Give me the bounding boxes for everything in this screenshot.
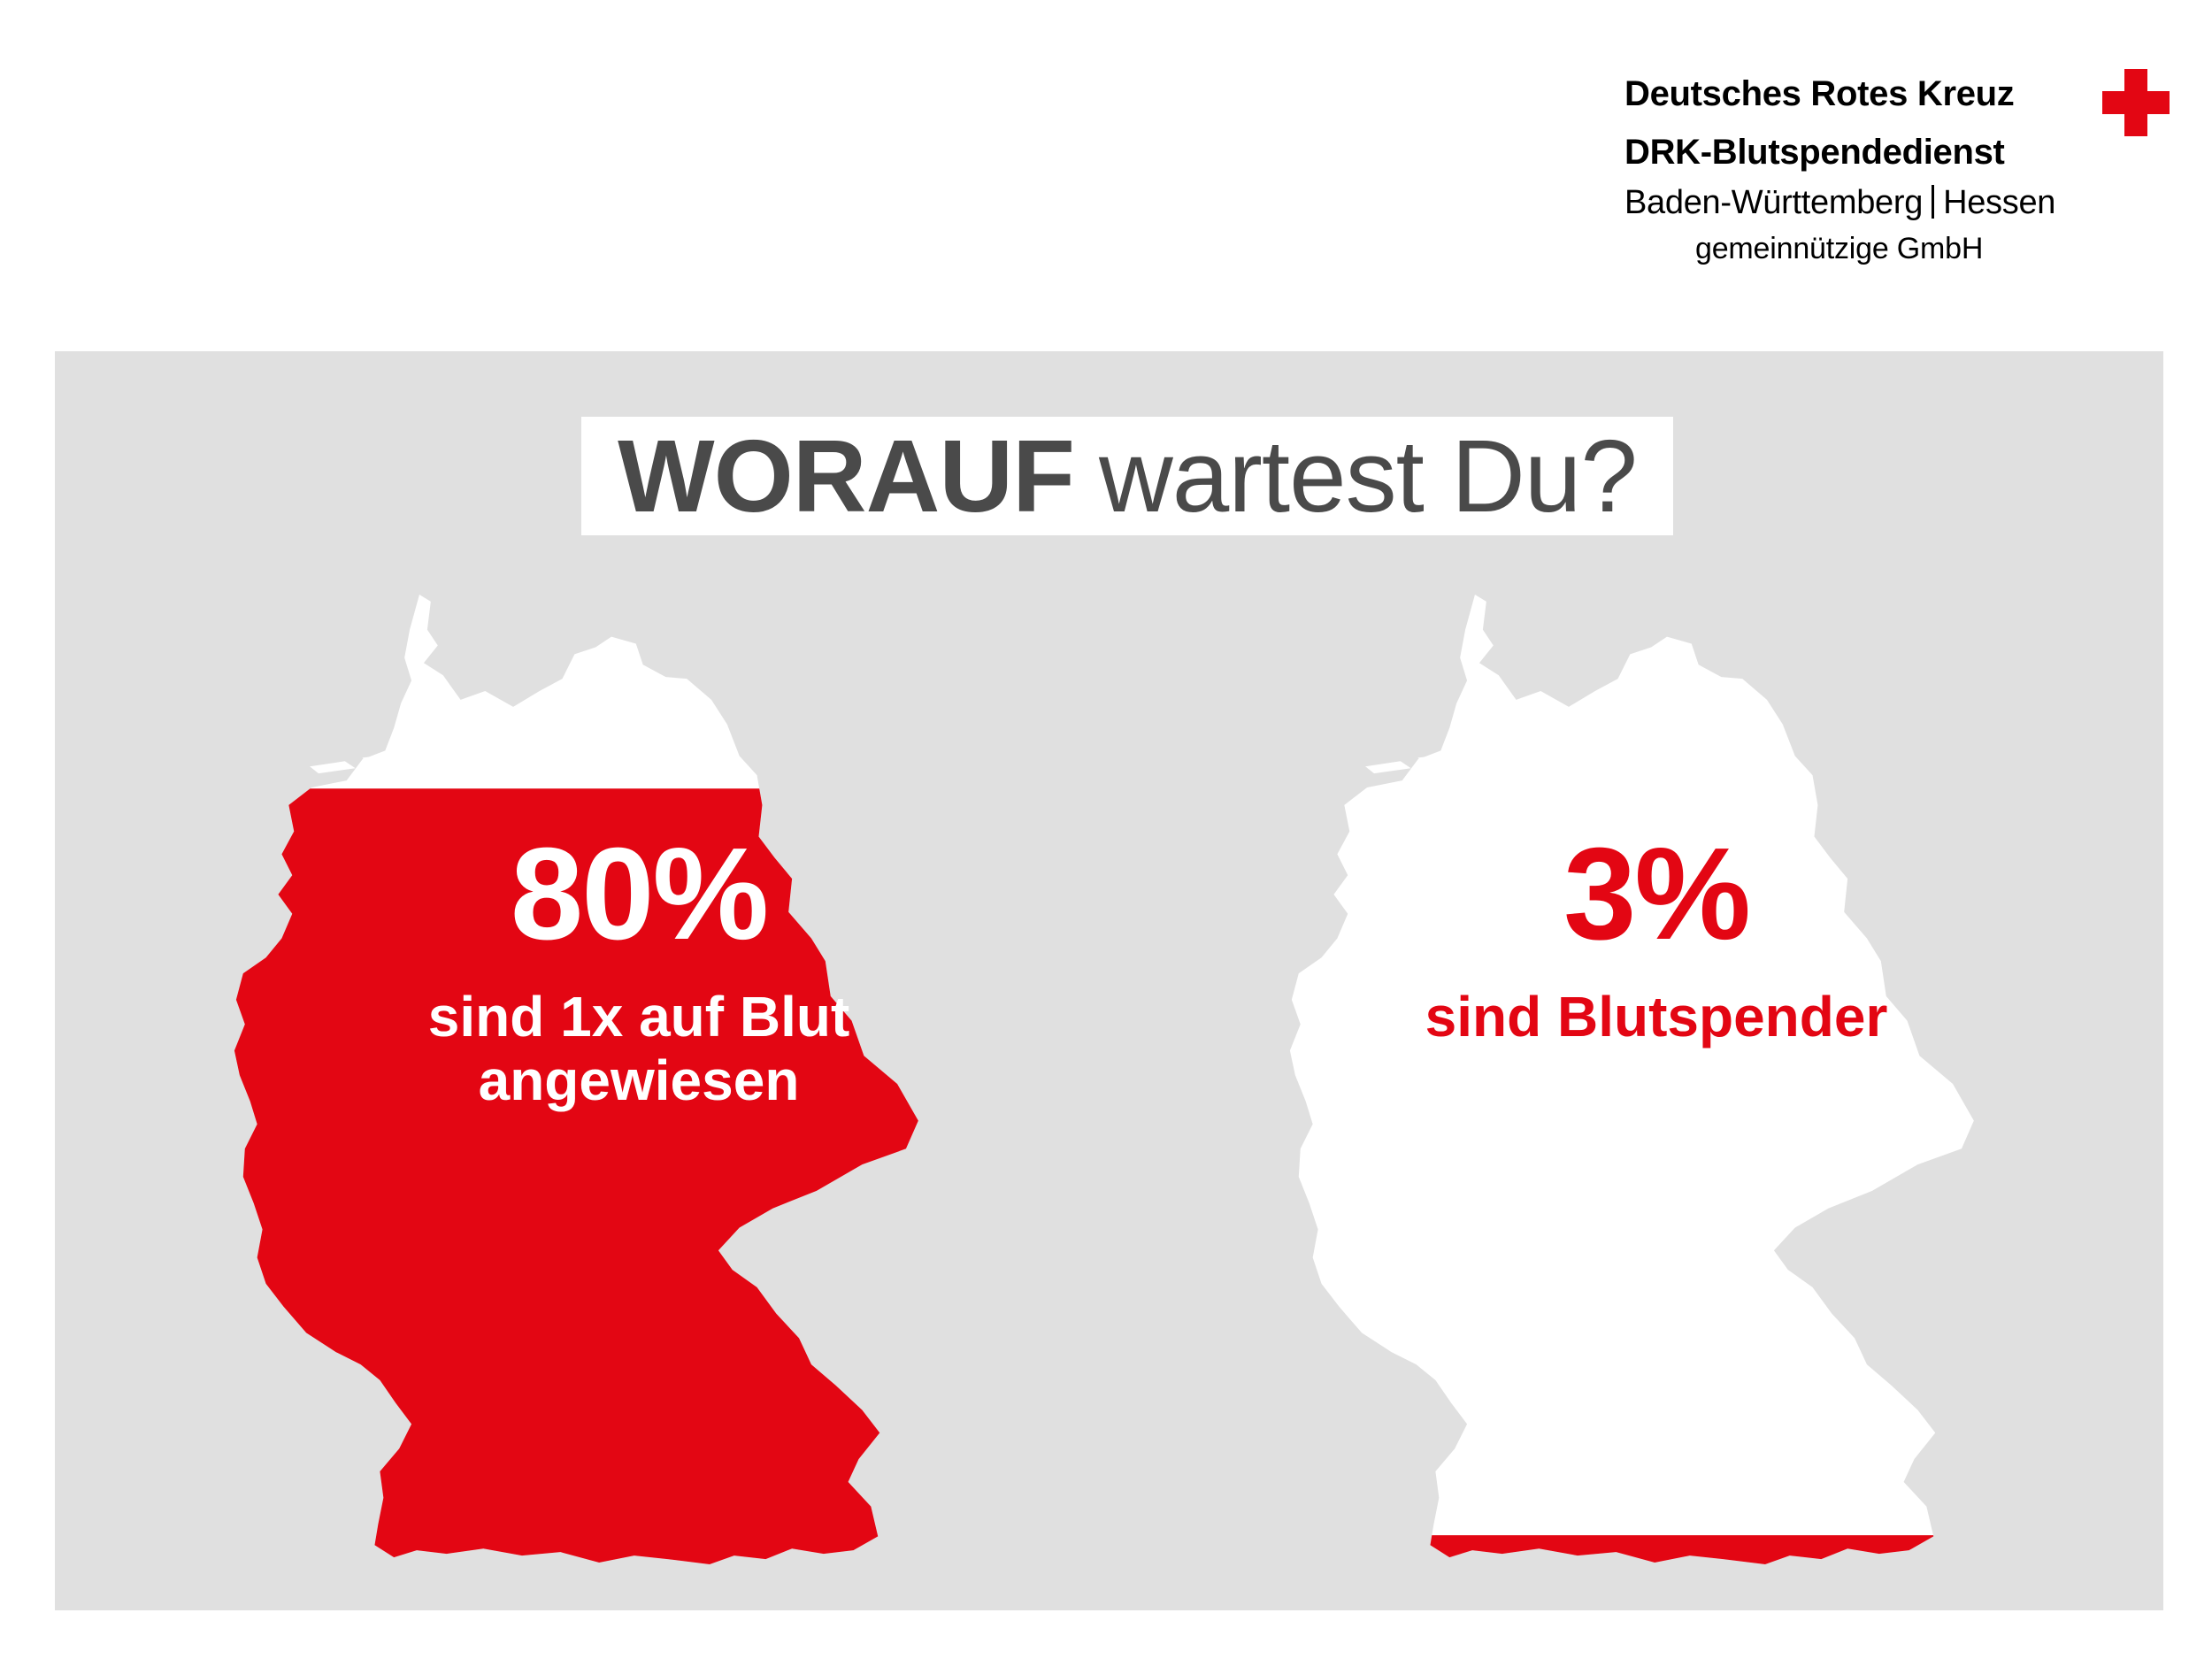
island-shape	[1365, 761, 1411, 774]
stat-value: 80%	[510, 821, 769, 967]
drk-logo: Deutsches Rotes Kreuz DRK-Blutspendedien…	[1624, 69, 2173, 273]
stat-caption-line1: sind 1x auf Blut	[427, 985, 850, 1048]
stat-80-percent: 80% sind 1x auf Blut angewiesen	[294, 829, 984, 1113]
red-cross-icon	[2102, 69, 2170, 136]
infographic-panel: WORAUF wartest Du?	[55, 351, 2163, 1610]
germany-map-right-svg	[1289, 595, 1974, 1565]
germany-map-3-percent	[1283, 595, 2053, 1568]
region-separator	[1932, 185, 1935, 219]
island-shape	[310, 761, 356, 774]
stat-caption: sind Blutspender	[1276, 985, 2037, 1048]
legal-form: gemeinnützige GmbH	[1695, 232, 1984, 265]
region-left: Baden-Württemberg	[1624, 184, 1924, 221]
organization-name: Deutsches Rotes Kreuz	[1624, 74, 2015, 113]
headline-light: wartest Du?	[1098, 419, 1638, 534]
stat-3-percent: 3% sind Blutspender	[1276, 821, 2037, 1049]
service-name: DRK-Blutspendedienst	[1624, 133, 2005, 172]
region-name: Baden-Württemberg Hessen	[1624, 184, 2055, 222]
germany-map-80-percent	[227, 595, 997, 1568]
germany-map-left-svg	[234, 595, 918, 1565]
stat-value: 3%	[1563, 821, 1751, 967]
island-shape	[1417, 752, 1468, 764]
stat-caption-line1: sind Blutspender	[1425, 985, 1888, 1048]
stat-caption-line2: angewiesen	[478, 1048, 800, 1113]
stat-caption: sind 1x auf Blut angewiesen	[294, 985, 984, 1113]
map-outline-right	[1289, 595, 1974, 1565]
island-shape	[362, 752, 412, 764]
headline: WORAUF wartest Du?	[581, 417, 1673, 535]
region-right: Hessen	[1943, 184, 2056, 221]
headline-strong: WORAUF	[618, 419, 1075, 534]
